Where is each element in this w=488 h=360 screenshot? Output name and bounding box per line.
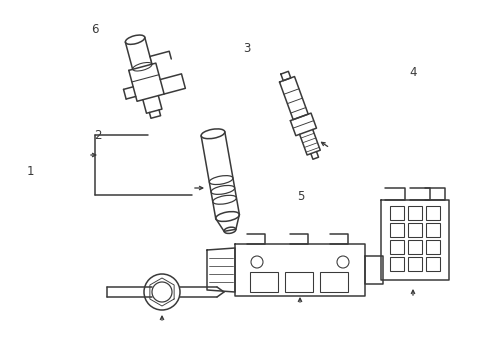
Bar (407, 223, 421, 237)
Bar (249, 272, 278, 292)
Bar (389, 257, 403, 271)
Bar (425, 223, 439, 237)
Bar (425, 257, 439, 271)
Bar (407, 206, 421, 220)
Text: 5: 5 (296, 190, 304, 203)
Bar (425, 206, 439, 220)
Bar (407, 240, 421, 254)
Bar (389, 223, 403, 237)
Text: 3: 3 (243, 42, 250, 55)
Text: 1: 1 (26, 165, 34, 177)
Bar (285, 272, 312, 292)
Bar (389, 206, 403, 220)
Text: 2: 2 (94, 129, 102, 141)
Bar (389, 240, 403, 254)
Bar (425, 240, 439, 254)
Text: 6: 6 (91, 23, 99, 36)
Text: 4: 4 (408, 66, 416, 78)
Bar (319, 272, 347, 292)
Bar (407, 257, 421, 271)
